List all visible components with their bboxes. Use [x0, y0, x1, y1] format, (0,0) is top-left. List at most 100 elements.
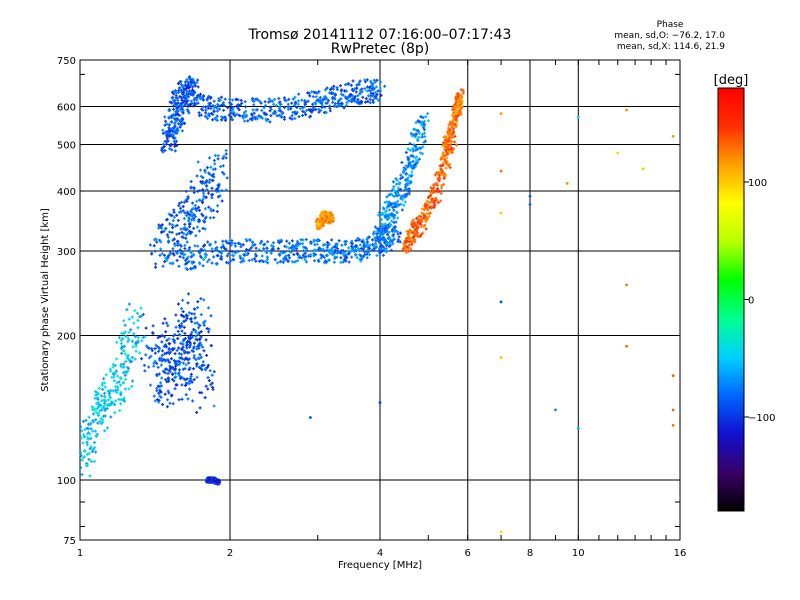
trace-point — [289, 107, 293, 111]
trace-point — [339, 101, 343, 105]
trace-point — [208, 243, 212, 247]
trace-point — [151, 331, 155, 335]
trace-point — [203, 243, 207, 247]
trace-point — [227, 113, 231, 117]
trace-point — [189, 91, 193, 95]
trace-point — [196, 344, 200, 348]
trace-point — [226, 261, 230, 265]
trace-point — [166, 235, 170, 239]
trace-point — [305, 100, 309, 104]
trace-point — [194, 215, 198, 219]
trace-point — [318, 99, 322, 103]
trace-point — [171, 128, 175, 132]
trace-point — [251, 116, 255, 120]
trace-point — [173, 352, 177, 356]
trace-point — [176, 239, 180, 243]
trace-point — [229, 102, 233, 106]
trace-point — [178, 201, 182, 205]
trace-point — [198, 249, 202, 253]
trace-point — [155, 361, 159, 365]
trace-point — [363, 87, 367, 91]
trace-point — [147, 365, 151, 369]
trace-point — [274, 104, 278, 108]
trace-point — [181, 209, 185, 213]
trace-point — [355, 100, 359, 104]
trace-point — [204, 111, 208, 115]
trace-point — [321, 97, 325, 101]
trace-point — [225, 254, 229, 258]
trace-point — [173, 98, 177, 102]
trace-point — [196, 85, 200, 89]
trace-point — [221, 156, 225, 160]
trace-point — [313, 259, 317, 263]
trace-point — [171, 372, 175, 376]
trace-point — [231, 257, 235, 261]
trace-point — [303, 258, 307, 262]
trace-point — [210, 247, 214, 251]
trace-point — [174, 364, 178, 368]
trace-point — [339, 97, 343, 101]
trace-point — [165, 338, 169, 342]
trace-point — [365, 78, 369, 82]
trace-point — [184, 393, 188, 397]
trace-point — [182, 95, 186, 99]
trace-point — [304, 238, 308, 242]
trace-point — [215, 106, 219, 110]
trace-point — [176, 372, 180, 376]
trace-point — [165, 217, 169, 221]
trace-point — [215, 109, 219, 113]
trace-point — [180, 329, 184, 333]
trace-point — [343, 83, 347, 87]
trace-point — [229, 259, 233, 263]
trace-point — [165, 405, 169, 409]
trace-point — [331, 96, 335, 100]
trace-point — [254, 259, 258, 263]
trace-point — [179, 307, 183, 311]
trace-point — [173, 371, 177, 375]
trace-point — [189, 99, 193, 103]
trace-point — [238, 103, 242, 107]
y-tick-label: 300 — [57, 247, 76, 258]
trace-point — [186, 212, 190, 216]
trace-point — [361, 95, 365, 99]
trace-point — [323, 105, 327, 109]
trace-point — [184, 314, 188, 318]
trace-point — [230, 117, 234, 121]
trace-point — [210, 186, 214, 190]
trace-point — [258, 241, 262, 245]
trace-point — [294, 260, 298, 264]
trace-point — [327, 91, 331, 95]
trace-point — [209, 106, 213, 110]
trace-point — [176, 302, 180, 306]
trace-point — [355, 86, 359, 90]
trace-point — [207, 205, 211, 209]
trace-point — [205, 366, 209, 370]
trace-point — [269, 107, 273, 111]
trace-point — [236, 249, 240, 253]
trace-point — [185, 257, 189, 261]
trace-point — [231, 106, 235, 110]
trace-point — [209, 343, 213, 347]
trace-point — [208, 172, 212, 176]
trace-point — [160, 353, 164, 357]
trace-point — [237, 113, 241, 117]
trace-point — [203, 114, 207, 118]
trace-point — [230, 239, 234, 243]
trace-point — [281, 260, 285, 264]
trace-point — [169, 357, 173, 361]
trace-point — [205, 353, 209, 357]
trace-point — [170, 223, 174, 227]
trace-point — [241, 256, 245, 260]
trace-point — [275, 261, 279, 265]
trace-point — [196, 244, 200, 248]
trace-point — [278, 260, 282, 264]
trace-point — [207, 330, 211, 334]
trace-point — [161, 150, 165, 154]
trace-point — [168, 100, 172, 104]
trace-point — [171, 219, 175, 223]
trace-point — [301, 253, 305, 257]
trace-point — [165, 133, 169, 137]
trace-point — [312, 239, 316, 243]
trace-point — [207, 258, 211, 262]
trace-point — [179, 251, 183, 255]
